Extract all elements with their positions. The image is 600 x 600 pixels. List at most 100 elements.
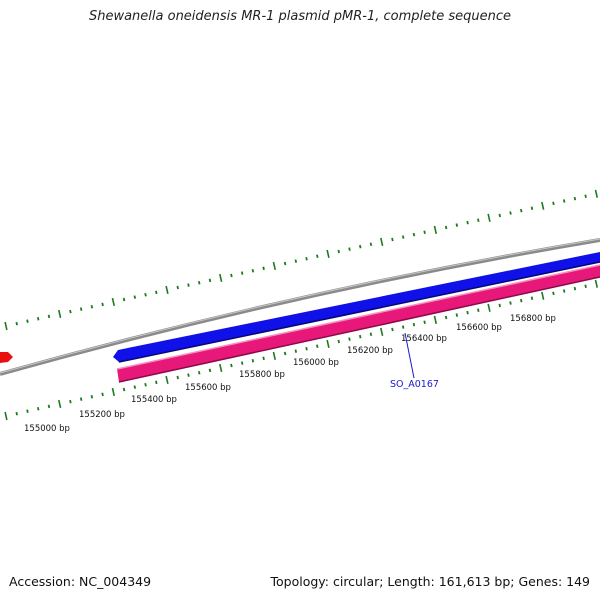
scale-label: 155200 bp: [79, 410, 125, 420]
minor-tick: [498, 303, 502, 308]
minor-tick: [262, 356, 265, 361]
major-tick: [111, 297, 115, 307]
minor-tick: [466, 310, 469, 315]
minor-tick: [369, 332, 373, 337]
inner-tick-ring: [4, 279, 599, 421]
map-title: Shewanella oneidensis MR-1 plasmid pMR-1…: [88, 9, 512, 24]
minor-tick: [187, 373, 190, 377]
minor-tick: [133, 385, 137, 389]
minor-tick: [348, 247, 351, 251]
minor-tick: [283, 351, 287, 356]
minor-tick: [391, 327, 394, 332]
minor-tick: [208, 278, 212, 283]
minor-tick: [305, 256, 308, 261]
minor-tick: [47, 314, 51, 319]
gene-label[interactable]: SO_A0167: [390, 379, 439, 390]
forward-gene-track[interactable]: [113, 252, 600, 362]
minor-tick: [26, 409, 29, 413]
minor-tick: [187, 283, 190, 287]
scale-label: 155800 bp: [239, 370, 285, 380]
minor-tick: [530, 206, 534, 210]
minor-tick: [69, 399, 72, 404]
minor-tick: [122, 297, 126, 302]
minor-tick: [348, 337, 351, 341]
minor-tick: [401, 325, 405, 329]
minor-tick: [573, 196, 577, 201]
minor-tick: [230, 273, 233, 278]
major-tick: [433, 225, 438, 234]
scale-label: 156400 bp: [401, 334, 447, 344]
major-tick: [272, 261, 277, 270]
scale-label: 155600 bp: [185, 383, 231, 393]
minor-tick: [530, 296, 534, 300]
minor-tick: [423, 320, 426, 325]
scale-label: 156000 bp: [293, 358, 339, 368]
major-tick: [326, 249, 330, 258]
scale-label: 155400 bp: [131, 395, 177, 405]
major-tick: [433, 315, 438, 324]
backbone-track-highlight: [0, 238, 600, 374]
minor-tick: [498, 213, 502, 218]
minor-tick: [133, 295, 137, 299]
minor-tick: [101, 302, 104, 307]
minor-tick: [584, 284, 587, 288]
major-tick: [487, 213, 491, 222]
minor-tick: [552, 201, 555, 206]
major-tick: [487, 303, 491, 312]
reverse-gene-highlight: [116, 264, 600, 370]
backbone-track: [0, 238, 600, 376]
minor-tick: [369, 242, 373, 247]
minor-tick: [562, 289, 566, 293]
major-tick: [380, 237, 384, 246]
minor-tick: [455, 313, 459, 317]
minor-tick: [283, 261, 287, 266]
minor-tick: [584, 194, 587, 198]
minor-tick: [155, 380, 158, 385]
minor-tick: [36, 317, 40, 321]
major-tick: [165, 285, 169, 295]
major-tick: [219, 363, 223, 373]
major-tick: [541, 291, 545, 300]
minor-tick: [466, 220, 469, 225]
minor-tick: [208, 368, 212, 373]
minor-tick: [144, 292, 147, 297]
major-tick: [272, 351, 277, 360]
minor-tick: [251, 268, 255, 273]
minor-tick: [144, 382, 147, 387]
other-feature-arrow[interactable]: [0, 352, 13, 363]
minor-tick: [155, 290, 158, 295]
scale-labels: 155000 bp 155200 bp 155400 bp 155600 bp 1558…: [24, 314, 556, 434]
reverse-gene-track[interactable]: [117, 265, 600, 382]
forward-gene-shadow: [118, 261, 600, 363]
minor-tick: [197, 280, 201, 285]
minor-tick: [122, 387, 126, 392]
major-tick: [380, 327, 384, 336]
minor-tick: [520, 298, 523, 303]
minor-tick: [444, 315, 448, 320]
scale-label: 156800 bp: [510, 314, 556, 324]
minor-tick: [359, 244, 362, 249]
minor-tick: [230, 363, 233, 368]
minor-tick: [552, 291, 555, 296]
minor-tick: [509, 211, 512, 215]
minor-tick: [305, 346, 308, 351]
minor-tick: [47, 404, 51, 409]
minor-tick: [69, 309, 72, 314]
major-tick: [4, 321, 8, 331]
minor-tick: [412, 232, 416, 237]
major-tick: [111, 387, 115, 397]
minor-tick: [316, 254, 319, 259]
major-tick: [594, 189, 599, 198]
major-tick: [58, 399, 62, 409]
topology-summary: Topology: circular; Length: 161,613 bp; …: [270, 574, 591, 589]
minor-tick: [337, 249, 340, 254]
major-tick: [541, 201, 545, 210]
scale-label: 156200 bp: [347, 346, 393, 356]
minor-tick: [90, 395, 94, 399]
minor-tick: [337, 339, 340, 344]
minor-tick: [509, 301, 512, 305]
minor-tick: [359, 334, 362, 339]
minor-tick: [90, 305, 94, 309]
minor-tick: [444, 225, 448, 230]
